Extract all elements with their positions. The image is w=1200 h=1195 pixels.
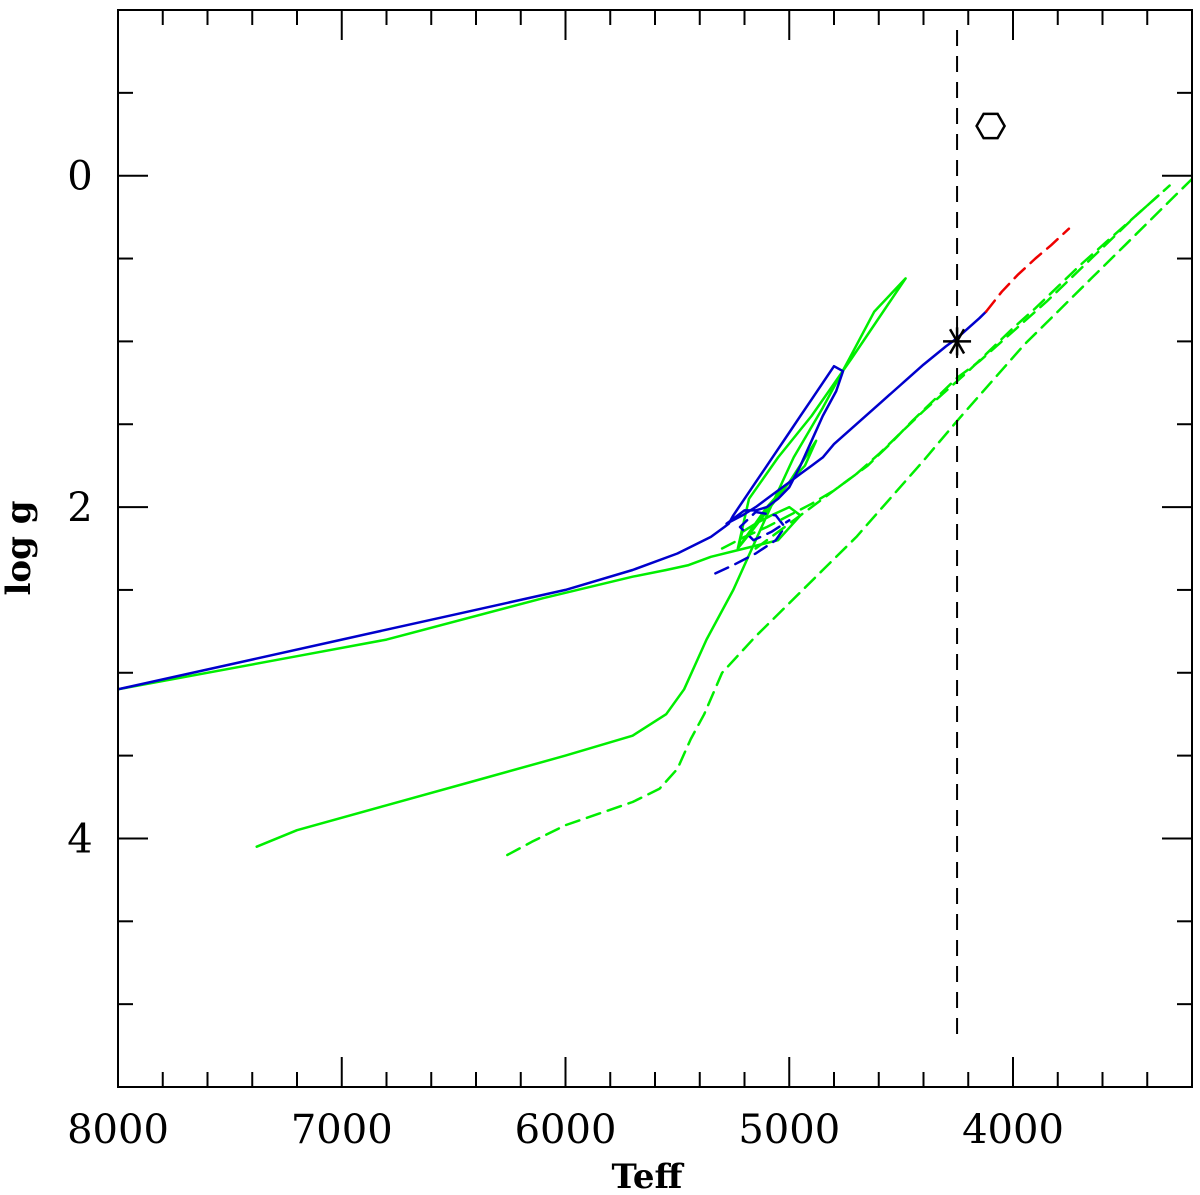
x-axis-label: Teff bbox=[612, 1157, 685, 1195]
series-red-dashed-3 bbox=[984, 227, 1071, 313]
ticks-layer bbox=[117, 10, 1193, 1088]
series-blue-solid-1 bbox=[118, 310, 988, 691]
x-tick-label: 4000 bbox=[962, 1107, 1064, 1153]
x-tick-label: 6000 bbox=[515, 1107, 617, 1153]
series-green-dashed-4 bbox=[506, 177, 1192, 857]
hexagon-marker bbox=[975, 112, 1007, 140]
series-green-dashed-5 bbox=[720, 184, 1171, 550]
series-layer bbox=[118, 30, 1192, 1040]
y-tick-label: 2 bbox=[67, 485, 92, 531]
x-tick-label: 7000 bbox=[291, 1107, 393, 1153]
series-blue-dashed-2 bbox=[714, 510, 791, 575]
x-tick-label: 5000 bbox=[738, 1107, 840, 1153]
series-green-solid-0 bbox=[118, 277, 907, 848]
tick-labels-layer: 8000 7000 6000 5000 4000 0 2 4 bbox=[67, 154, 1064, 1153]
y-tick-label: 0 bbox=[67, 154, 92, 200]
asterisk-marker bbox=[943, 327, 972, 356]
markers-layer bbox=[943, 112, 1007, 356]
y-axis-label: log g bbox=[0, 501, 39, 596]
x-tick-label: 8000 bbox=[67, 1107, 169, 1153]
y-tick-label: 4 bbox=[67, 816, 92, 862]
plot-frame bbox=[117, 9, 1193, 1088]
